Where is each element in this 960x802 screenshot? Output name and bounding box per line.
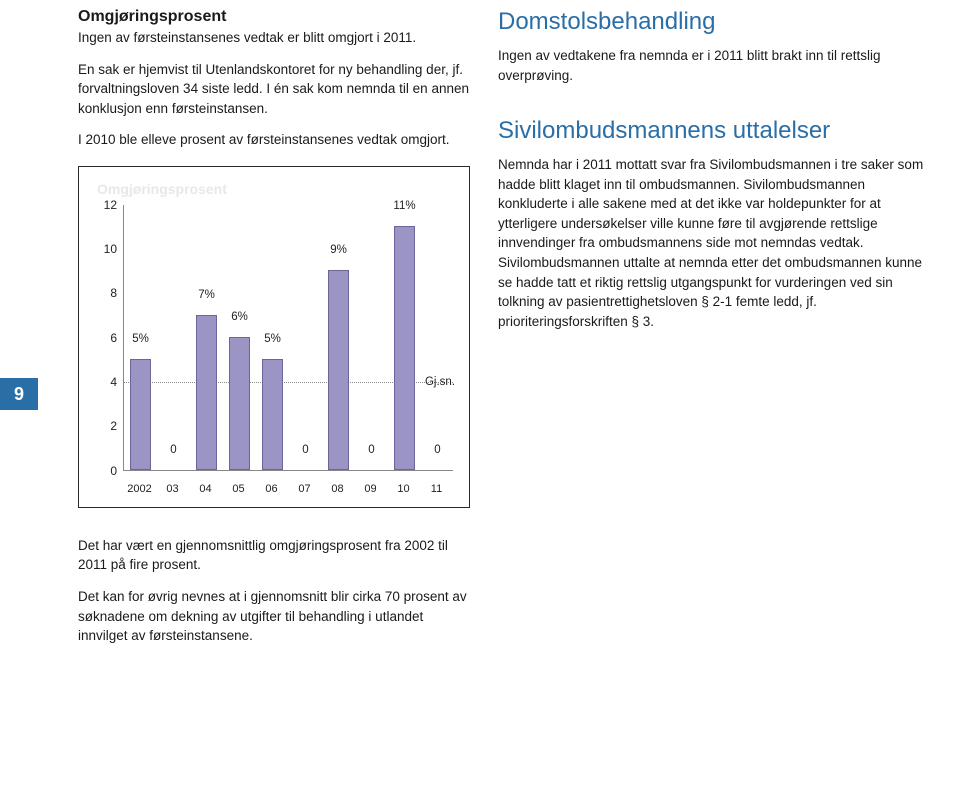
chart-bar-label: 0 <box>170 444 176 456</box>
chart-plot: Gj.sn.5%07%6%5%09%011%0 <box>123 205 453 471</box>
chart-y-tick: 10 <box>97 242 117 256</box>
left-para-2: En sak er hjemvist til Utenlandskontoret… <box>78 60 470 119</box>
chart-bar-label: 6% <box>231 311 248 323</box>
right-column: Domstolsbehandling Ingen av vedtakene fr… <box>498 8 936 646</box>
chart-bar-label: 11% <box>393 200 415 212</box>
chart-bar <box>394 226 414 470</box>
chart-bar <box>328 270 348 470</box>
chart-x-label: 08 <box>331 483 343 495</box>
chart-bar <box>262 359 282 470</box>
chart-bar <box>130 359 150 470</box>
chart-bar-label: 0 <box>302 444 308 456</box>
chart-y-axis: 024681012 <box>97 205 119 471</box>
chart-title: Omgjøringsprosent <box>97 181 451 197</box>
right-heading-2: Sivilombudsmannens uttalelser <box>498 117 928 145</box>
chart-x-label: 09 <box>364 483 376 495</box>
chart-bar-label: 7% <box>198 289 215 301</box>
left-below-1: Det har vært en gjennomsnittlig omgjørin… <box>78 536 470 575</box>
below-chart-text: Det har vært en gjennomsnittlig omgjørin… <box>78 536 470 646</box>
chart-y-tick: 6 <box>97 331 117 345</box>
page-content: Omgjøringsprosent Ingen av førsteinstans… <box>0 0 960 654</box>
chart-x-label: 10 <box>397 483 409 495</box>
left-para-1: Ingen av førsteinstansenes vedtak er bli… <box>78 28 470 48</box>
chart-bar-label: 5% <box>132 333 149 345</box>
chart-bar-label: 9% <box>330 244 347 256</box>
chart-x-label: 11 <box>431 483 442 495</box>
chart-bar <box>196 315 216 470</box>
chart-bar-label: 0 <box>434 444 440 456</box>
left-heading: Omgjøringsprosent <box>78 8 470 26</box>
chart-x-axis: 2002 03 04 05 06 07 08 09 10 11 <box>123 475 453 495</box>
left-below-2: Det kan for øvrig nevnes at i gjennomsni… <box>78 587 470 646</box>
left-para-3: I 2010 ble elleve prosent av førsteinsta… <box>78 130 470 150</box>
chart-y-tick: 4 <box>97 375 117 389</box>
right-heading-1: Domstolsbehandling <box>498 8 928 36</box>
chart-y-tick: 8 <box>97 286 117 300</box>
chart-x-label: 05 <box>232 483 244 495</box>
left-column: Omgjøringsprosent Ingen av førsteinstans… <box>0 8 470 646</box>
chart-y-tick: 2 <box>97 419 117 433</box>
chart-y-tick: 12 <box>97 198 117 212</box>
chart-y-tick: 0 <box>97 464 117 478</box>
chart-avg-label: Gj.sn. <box>425 376 455 388</box>
chart-x-label: 06 <box>265 483 277 495</box>
right-para-2: Nemnda har i 2011 mottatt svar fra Sivil… <box>498 155 928 331</box>
chart-x-label: 2002 <box>127 483 151 495</box>
chart-x-label: 04 <box>199 483 211 495</box>
chart-bar-label: 0 <box>368 444 374 456</box>
chart-plot-area: 024681012 Gj.sn.5%07%6%5%09%011%0 200203… <box>97 205 451 495</box>
right-para-1: Ingen av vedtakene fra nemnda er i 2011 … <box>498 46 928 85</box>
chart-container: Omgjøringsprosent 0 2 4 6 8 10 12 Gj.sn. 5% 0 7% 6… <box>78 166 470 508</box>
chart-bar-label: 5% <box>264 333 281 345</box>
chart-bar <box>229 337 249 470</box>
chart-x-label: 03 <box>166 483 178 495</box>
chart-x-label: 07 <box>298 483 310 495</box>
